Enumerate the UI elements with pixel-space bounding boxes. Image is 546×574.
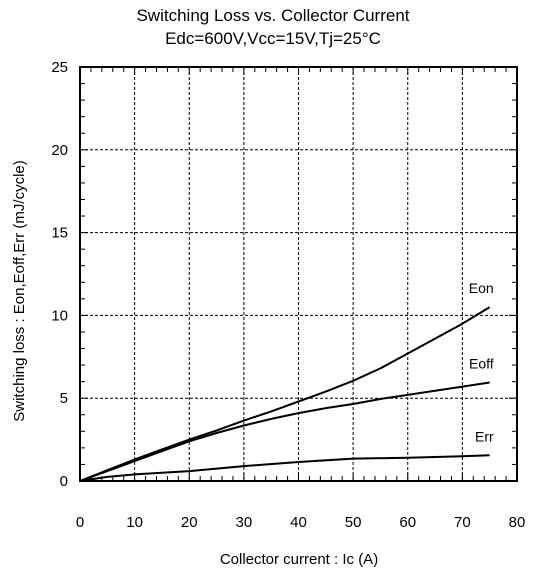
y-tick-label: 15: [51, 225, 68, 242]
x-tick-label: 70: [454, 514, 471, 531]
x-tick-label: 60: [399, 514, 416, 531]
x-tick-label: 20: [181, 514, 198, 531]
grid-lines: [80, 67, 517, 481]
y-tick-label: 5: [60, 390, 68, 407]
series-line-eon: [79, 306, 491, 482]
series-labels: Eon Eoff Err: [469, 280, 494, 444]
x-tick-label: 30: [236, 514, 253, 531]
y-tick-label: 0: [60, 473, 68, 490]
series-lines: [79, 306, 491, 482]
y-tick-label: 10: [51, 307, 68, 324]
series-label-err: Err: [475, 428, 494, 444]
x-axis-label: Collector current : Ic (A): [220, 551, 378, 568]
x-tick-label: 50: [345, 514, 362, 531]
tick-labels: 0 10 20 30 40 50 60 70 80 0 5 10 15 20 25: [51, 59, 525, 531]
chart-subtitle: Edc=600V,Vcc=15V,Tj=25°C: [165, 29, 381, 48]
y-tick-label: 25: [51, 59, 68, 76]
x-tick-label: 80: [509, 514, 526, 531]
series-label-eon: Eon: [469, 280, 494, 296]
plot-frame: [79, 66, 518, 482]
x-tick-label: 10: [126, 514, 143, 531]
y-axis-label: Switching loss : Eon,Eoff,Err (mJ/cycle): [11, 160, 28, 421]
series-label-eoff: Eoff: [469, 355, 494, 371]
x-tick-label: 40: [290, 514, 307, 531]
chart-title: Switching Loss vs. Collector Current: [136, 6, 410, 25]
series-line-err: [79, 454, 490, 482]
x-tick-label: 0: [76, 514, 84, 531]
series-line-eoff: [79, 381, 490, 482]
y-tick-label: 20: [51, 142, 68, 159]
